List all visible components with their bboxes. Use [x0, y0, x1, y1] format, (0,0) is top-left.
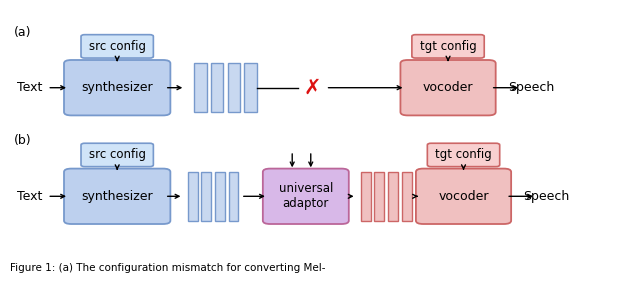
- Text: vocoder: vocoder: [423, 81, 474, 94]
- Text: vocoder: vocoder: [438, 190, 489, 203]
- Text: Figure 1: (a) The configuration mismatch for converting Mel-: Figure 1: (a) The configuration mismatch…: [10, 263, 326, 273]
- Text: synthesizer: synthesizer: [81, 81, 153, 94]
- Bar: [402, 172, 412, 221]
- FancyBboxPatch shape: [81, 143, 154, 167]
- Text: (a): (a): [14, 26, 31, 39]
- Text: Speech: Speech: [523, 190, 569, 203]
- Text: Speech: Speech: [509, 81, 555, 94]
- Bar: [188, 172, 198, 221]
- FancyBboxPatch shape: [427, 143, 500, 167]
- Bar: [374, 172, 384, 221]
- Bar: [215, 172, 225, 221]
- Text: src config: src config: [89, 149, 145, 161]
- Bar: [202, 172, 211, 221]
- Bar: [228, 172, 238, 221]
- Bar: [228, 63, 240, 112]
- Bar: [211, 63, 223, 112]
- FancyBboxPatch shape: [401, 60, 495, 115]
- Text: ✗: ✗: [303, 78, 321, 98]
- Text: Text: Text: [17, 81, 42, 94]
- FancyBboxPatch shape: [412, 35, 484, 58]
- FancyBboxPatch shape: [64, 169, 170, 224]
- Text: (b): (b): [14, 134, 32, 147]
- Text: tgt config: tgt config: [420, 40, 477, 53]
- Text: synthesizer: synthesizer: [81, 190, 153, 203]
- Text: tgt config: tgt config: [435, 149, 492, 161]
- Bar: [361, 172, 371, 221]
- FancyBboxPatch shape: [416, 169, 511, 224]
- FancyBboxPatch shape: [64, 60, 170, 115]
- FancyBboxPatch shape: [263, 169, 349, 224]
- Text: src config: src config: [89, 40, 145, 53]
- FancyBboxPatch shape: [81, 35, 154, 58]
- Text: universal
adaptor: universal adaptor: [279, 182, 333, 210]
- Bar: [194, 63, 207, 112]
- Bar: [244, 63, 256, 112]
- Text: Text: Text: [17, 190, 42, 203]
- Bar: [388, 172, 398, 221]
